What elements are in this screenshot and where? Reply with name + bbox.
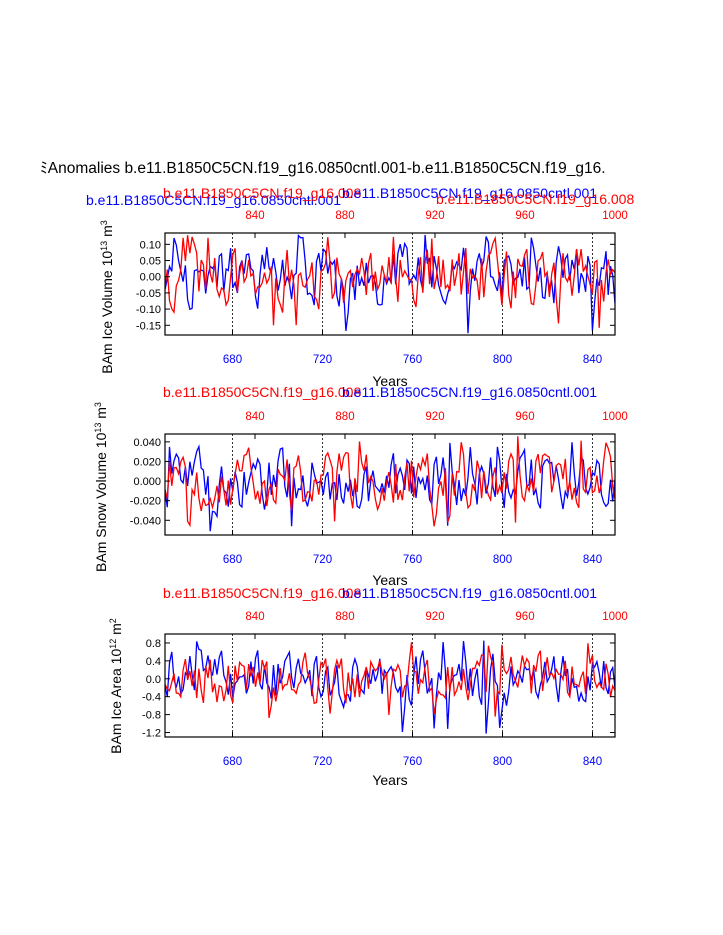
panel1-plot: -0.15 -0.10 -0.05 0.00 0.05 0.10 680 720 760 800 8… xyxy=(99,210,628,389)
main-title-prefix: ﾐ xyxy=(40,160,48,177)
x-tick-label-top: 960 xyxy=(515,210,534,222)
x-tick-label-top: 1000 xyxy=(602,411,628,423)
panel1-top-label-red-overlap: b.e11.B1850C5CN.f19_g16.008 xyxy=(436,191,634,207)
x-tick-label-bottom: 800 xyxy=(493,554,512,566)
x-tick-label-bottom: 840 xyxy=(583,756,602,768)
panel1-top-label-blue-overlap: b.e11.B1850C5CN.f19_g16.0850cntl.001 xyxy=(342,185,597,201)
x-tick-label-top: 960 xyxy=(515,411,534,423)
series-line-blue xyxy=(165,234,615,334)
x-tick-label-bottom: 800 xyxy=(493,354,512,366)
plot-frame xyxy=(164,232,616,336)
panel-ice-volume: b.e11.B1850C5CN.f19_g16.0850cntl.001 b.e… xyxy=(86,185,634,389)
x-tick-label-top: 920 xyxy=(425,210,444,222)
x-tick-label-bottom: 840 xyxy=(583,354,602,366)
x-tick-label-bottom: 720 xyxy=(313,354,332,366)
y-tick-label: 0.00 xyxy=(140,272,161,284)
x-tick-label-top: 920 xyxy=(425,611,444,623)
y-tick-label: 0.040 xyxy=(133,437,161,449)
x-axis-label: Years xyxy=(372,373,407,389)
y-tick-label: -0.05 xyxy=(136,288,161,300)
x-tick-label-top: 840 xyxy=(245,611,264,623)
y-tick-label: -0.040 xyxy=(130,515,161,527)
x-tick-label-bottom: 680 xyxy=(223,554,242,566)
y-axis-label: BAm Ice Volume 1013 m3 xyxy=(99,220,115,374)
x-axis-label: Years xyxy=(372,772,407,788)
x-tick-label-bottom: 680 xyxy=(223,354,242,366)
y-tick-label: 0.0 xyxy=(146,674,161,686)
y-tick-label: -0.10 xyxy=(136,304,161,316)
x-tick-label-bottom: 840 xyxy=(583,554,602,566)
plot-frame xyxy=(164,633,616,738)
x-tick-label-top: 920 xyxy=(425,411,444,423)
panel3-top-label-blue: b.e11.B1850C5CN.f19_g16.0850cntl.001 xyxy=(342,585,597,601)
x-tick-label-bottom: 720 xyxy=(313,554,332,566)
panel1-top-label-red: b.e11.B1850C5CN.f19_g16.008 xyxy=(163,185,361,201)
y-tick-label: -1.2 xyxy=(142,728,161,740)
y-tick-label: 0.000 xyxy=(133,476,161,488)
y-axis-label: BAm Ice Area 1012 m2 xyxy=(108,618,124,754)
series-line-red xyxy=(165,436,615,528)
y-tick-label: 0.10 xyxy=(140,239,161,251)
x-tick-label-bottom: 680 xyxy=(223,756,242,768)
x-tick-label-top: 880 xyxy=(335,411,354,423)
panel2-top-label-red: b.e11.B1850C5CN.f19_g16.008 xyxy=(163,384,361,400)
y-tick-label: 0.05 xyxy=(140,256,161,268)
main-title: ﾐAnomalies b.e11.B1850C5CN.f19_g16.0850c… xyxy=(40,160,606,177)
x-tick-label-bottom: 800 xyxy=(493,756,512,768)
x-tick-label-bottom: 720 xyxy=(313,756,332,768)
panel1-top-label-blue: b.e11.B1850C5CN.f19_g16.0850cntl.001 xyxy=(86,192,341,208)
panel2-plot: -0.040 -0.020 0.000 0.020 0.040 680 720 760 800 8… xyxy=(93,402,628,588)
panel-snow-volume: b.e11.B1850C5CN.f19_g16.008 b.e11.B1850C… xyxy=(93,384,628,588)
y-axis-label: BAm Snow Volume 1013 m3 xyxy=(93,402,109,572)
x-tick-label-top: 880 xyxy=(335,611,354,623)
plot-frame xyxy=(164,433,616,536)
x-tick-label-bottom: 760 xyxy=(403,354,422,366)
series-line-red xyxy=(165,235,615,328)
y-tick-label: -0.020 xyxy=(130,496,161,508)
panel2-top-label-blue: b.e11.B1850C5CN.f19_g16.0850cntl.001 xyxy=(342,384,597,400)
y-tick-label: -0.8 xyxy=(142,710,161,722)
series-line-blue xyxy=(165,640,615,734)
y-tick-label: 0.8 xyxy=(146,638,161,650)
x-tick-label-top: 880 xyxy=(335,210,354,222)
y-tick-label: -0.15 xyxy=(136,320,161,332)
main-title-text: Anomalies b.e11.B1850C5CN.f19_g16.0850cn… xyxy=(48,160,606,177)
panel-ice-area: b.e11.B1850C5CN.f19_g16.008 b.e11.B1850C… xyxy=(108,585,628,788)
panel3-plot: -1.2 -0.8 -0.4 0.0 0.4 0.8 680 720 760 800 840 840 8… xyxy=(108,611,628,788)
x-tick-label-bottom: 760 xyxy=(403,554,422,566)
series-line-red xyxy=(165,642,615,719)
y-tick-label: 0.4 xyxy=(146,656,161,668)
panel3-top-label-red: b.e11.B1850C5CN.f19_g16.008 xyxy=(163,585,361,601)
x-tick-label-top: 840 xyxy=(245,411,264,423)
y-tick-label: -0.4 xyxy=(142,692,161,704)
x-axis-label: Years xyxy=(372,572,407,588)
y-tick-label: 0.020 xyxy=(133,456,161,468)
x-tick-label-bottom: 760 xyxy=(403,756,422,768)
x-tick-label-top: 960 xyxy=(515,611,534,623)
x-tick-label-top: 1000 xyxy=(602,210,628,222)
x-tick-label-top: 1000 xyxy=(602,611,628,623)
x-tick-label-top: 840 xyxy=(245,210,264,222)
